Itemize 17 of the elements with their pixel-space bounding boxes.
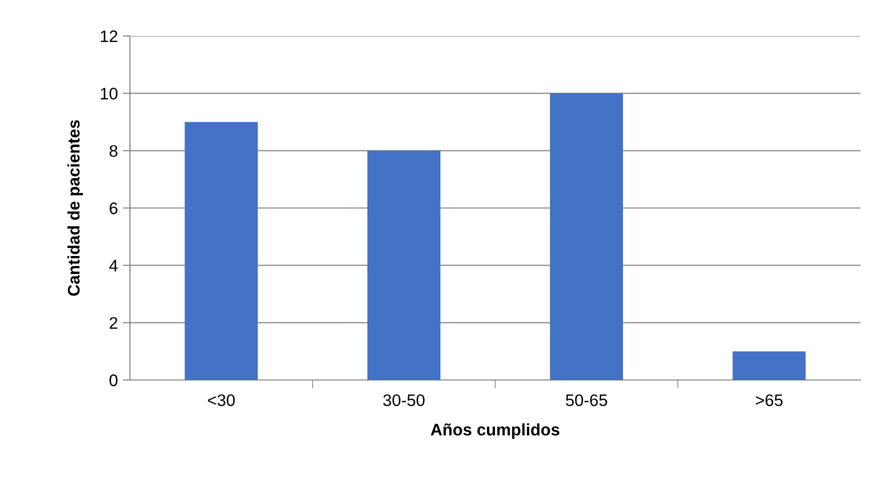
y-tick-label: 12 xyxy=(100,30,118,42)
y-tick-label: 2 xyxy=(110,317,118,329)
y-tick-label: 6 xyxy=(110,202,118,214)
x-axis-title: Años cumplidos xyxy=(430,423,560,439)
x-tick-label: 30-50 xyxy=(383,394,425,406)
y-tick-label: 10 xyxy=(100,88,118,100)
y-tick-label: 8 xyxy=(110,145,118,157)
bar xyxy=(367,150,440,380)
bar xyxy=(184,122,258,380)
x-tick-label: >65 xyxy=(756,394,783,406)
bar xyxy=(732,351,806,380)
x-tick-label: 50-65 xyxy=(566,394,608,406)
y-tick-label: 0 xyxy=(110,374,118,386)
y-tick-label: 4 xyxy=(109,260,118,272)
y-axis-title: Cantidad de pacientes xyxy=(67,120,83,296)
x-tick-label: <30 xyxy=(208,394,235,406)
bar xyxy=(550,93,624,380)
